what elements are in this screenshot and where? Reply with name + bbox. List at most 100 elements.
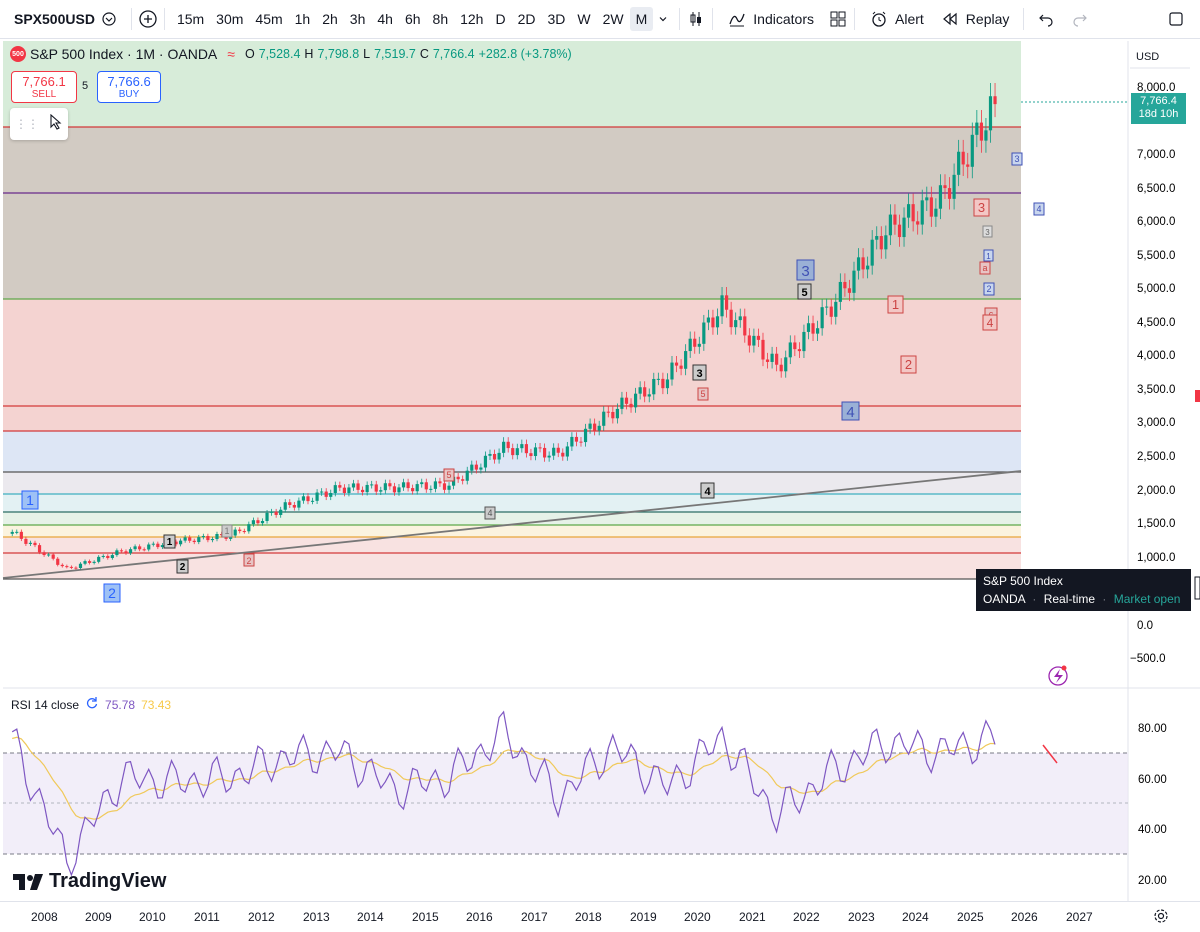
add-symbol-icon[interactable] [138,9,158,29]
cursor-arrow-icon[interactable] [49,113,63,135]
candle [347,487,351,494]
candle [465,470,469,481]
candle [388,483,392,487]
wave-label-box [900,355,917,374]
chart-title[interactable]: S&P 500 Index · 1M · OANDA [30,46,218,62]
candle [397,487,401,493]
candle [456,476,460,480]
interval-dropdown-chevron-icon[interactable] [653,9,673,29]
symbol-badge-icon[interactable] [99,9,119,29]
candle [201,535,205,538]
time-tick: 2017 [521,910,548,924]
buy-price: 7,766.6 [107,74,151,89]
price-axis[interactable]: USD 8,000.0 7,000.0 6,500.0 6,000.0 5,50… [3,41,1200,901]
interval-d[interactable]: D [495,11,506,27]
candle [265,512,269,521]
candle [975,122,979,135]
rsi-pane: 80.00 60.00 40.00 20.00 [3,710,1167,887]
indicators-label: Indicators [753,11,814,27]
wave-label-box [982,314,998,331]
candle [115,550,119,556]
undo-icon[interactable] [1036,9,1056,29]
rsi-refresh-icon[interactable] [85,696,99,713]
lightning-icon[interactable] [1048,665,1068,686]
rsi-drawn-line [1042,744,1058,764]
price-tick: 3,000.0 [1137,417,1175,429]
candle [251,520,255,525]
candle [324,491,328,497]
rsi-tick: 20.00 [1138,875,1167,887]
candle [329,493,333,497]
candle [533,447,538,457]
candle [60,564,64,567]
low-label: L [363,47,371,61]
wave-label: 1 [224,526,229,536]
time-axis[interactable]: 2008 2009 2010 2011 2012 2013 2014 2015 … [0,901,1200,932]
interval-8h[interactable]: 8h [432,11,449,27]
candle [492,453,497,460]
layouts-grid-icon[interactable] [828,9,848,29]
interval-12h[interactable]: 12h [460,11,484,27]
compare-approx-icon[interactable]: ≈ [227,46,235,62]
interval-3h[interactable]: 3h [349,11,366,27]
candle [897,224,902,238]
rsi-value: 75.78 [105,697,136,712]
candle [879,236,883,250]
price-tick: 2,000.0 [1137,485,1175,497]
candle [338,485,342,488]
interval-2w[interactable]: 2W [602,11,624,27]
trendline [2,470,1022,579]
price-tick: 6,000.0 [1137,216,1175,228]
candle [260,520,265,524]
alert-button[interactable]: Alert [861,5,932,33]
candle [670,362,674,380]
toolbar-divider [712,8,714,30]
rsi-title[interactable]: RSI 14 close [11,697,80,712]
settings-gear-icon[interactable] [1153,908,1169,929]
chart-canvas[interactable]: 1 2 1 2 1 2 5 4 3 5 4 3 5 4 1 2 3 3 [0,39,1200,901]
interval-15m[interactable]: 15m [176,11,205,27]
wave-label: 4 [1036,204,1041,214]
interval-4h[interactable]: 4h [377,11,393,27]
candle [734,320,738,328]
sell-button[interactable]: 7,766.1 SELL [11,71,77,103]
candle-style-icon[interactable] [686,9,706,29]
interval-w[interactable]: W [577,11,591,27]
interval-2h[interactable]: 2h [322,11,338,27]
candle [47,554,51,556]
candle [87,561,92,563]
replay-rewind-icon [940,9,960,29]
interval-m[interactable]: M [629,7,654,31]
indicators-button[interactable]: Indicators [719,5,822,33]
wave-label-box [982,225,993,238]
interval-6h[interactable]: 6h [404,11,421,27]
interval-45m[interactable]: 45m [255,11,283,27]
wave-label: 3 [1014,154,1019,164]
tooltip-name: S&P 500 Index [983,574,1063,588]
redo-icon[interactable] [1070,9,1090,29]
wave-label: 2 [905,357,912,372]
drag-handle-icon[interactable]: ⋮⋮ [15,117,39,131]
candle [424,482,428,490]
zone-pink-low [3,537,1021,579]
tooltip-mode: Real-time [1043,592,1096,606]
wave-label-box [221,524,233,538]
fullscreen-icon[interactable] [1166,9,1186,29]
replay-button[interactable]: Replay [932,5,1018,33]
symbol-search[interactable]: SPX500USD [8,5,125,33]
candle [743,316,747,336]
buy-label: BUY [118,89,140,100]
candle [383,483,387,491]
wave-label-box [1033,202,1045,216]
interval-30m[interactable]: 30m [216,11,244,27]
interval-1h[interactable]: 1h [294,11,311,27]
interval-3d[interactable]: 3D [547,11,566,27]
wave-label-box [697,387,709,401]
buy-button[interactable]: 7,766.6 BUY [97,71,161,103]
tooltip-status: Market open [1113,592,1181,606]
candle [138,546,142,550]
candle [174,541,178,545]
candle [938,185,943,209]
wave-label: 4 [487,508,492,518]
interval-2d[interactable]: 2D [517,11,536,27]
